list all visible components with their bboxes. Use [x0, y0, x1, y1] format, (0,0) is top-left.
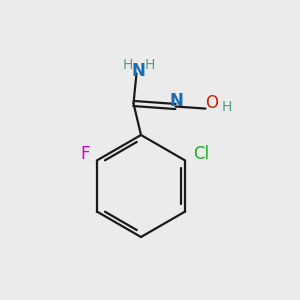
Text: N: N — [169, 92, 183, 110]
Text: O: O — [206, 94, 219, 112]
Text: H: H — [145, 58, 155, 72]
Text: N: N — [132, 61, 146, 80]
Text: F: F — [81, 145, 90, 163]
Text: H: H — [123, 58, 133, 72]
Text: H: H — [222, 100, 232, 114]
Text: Cl: Cl — [193, 145, 209, 163]
